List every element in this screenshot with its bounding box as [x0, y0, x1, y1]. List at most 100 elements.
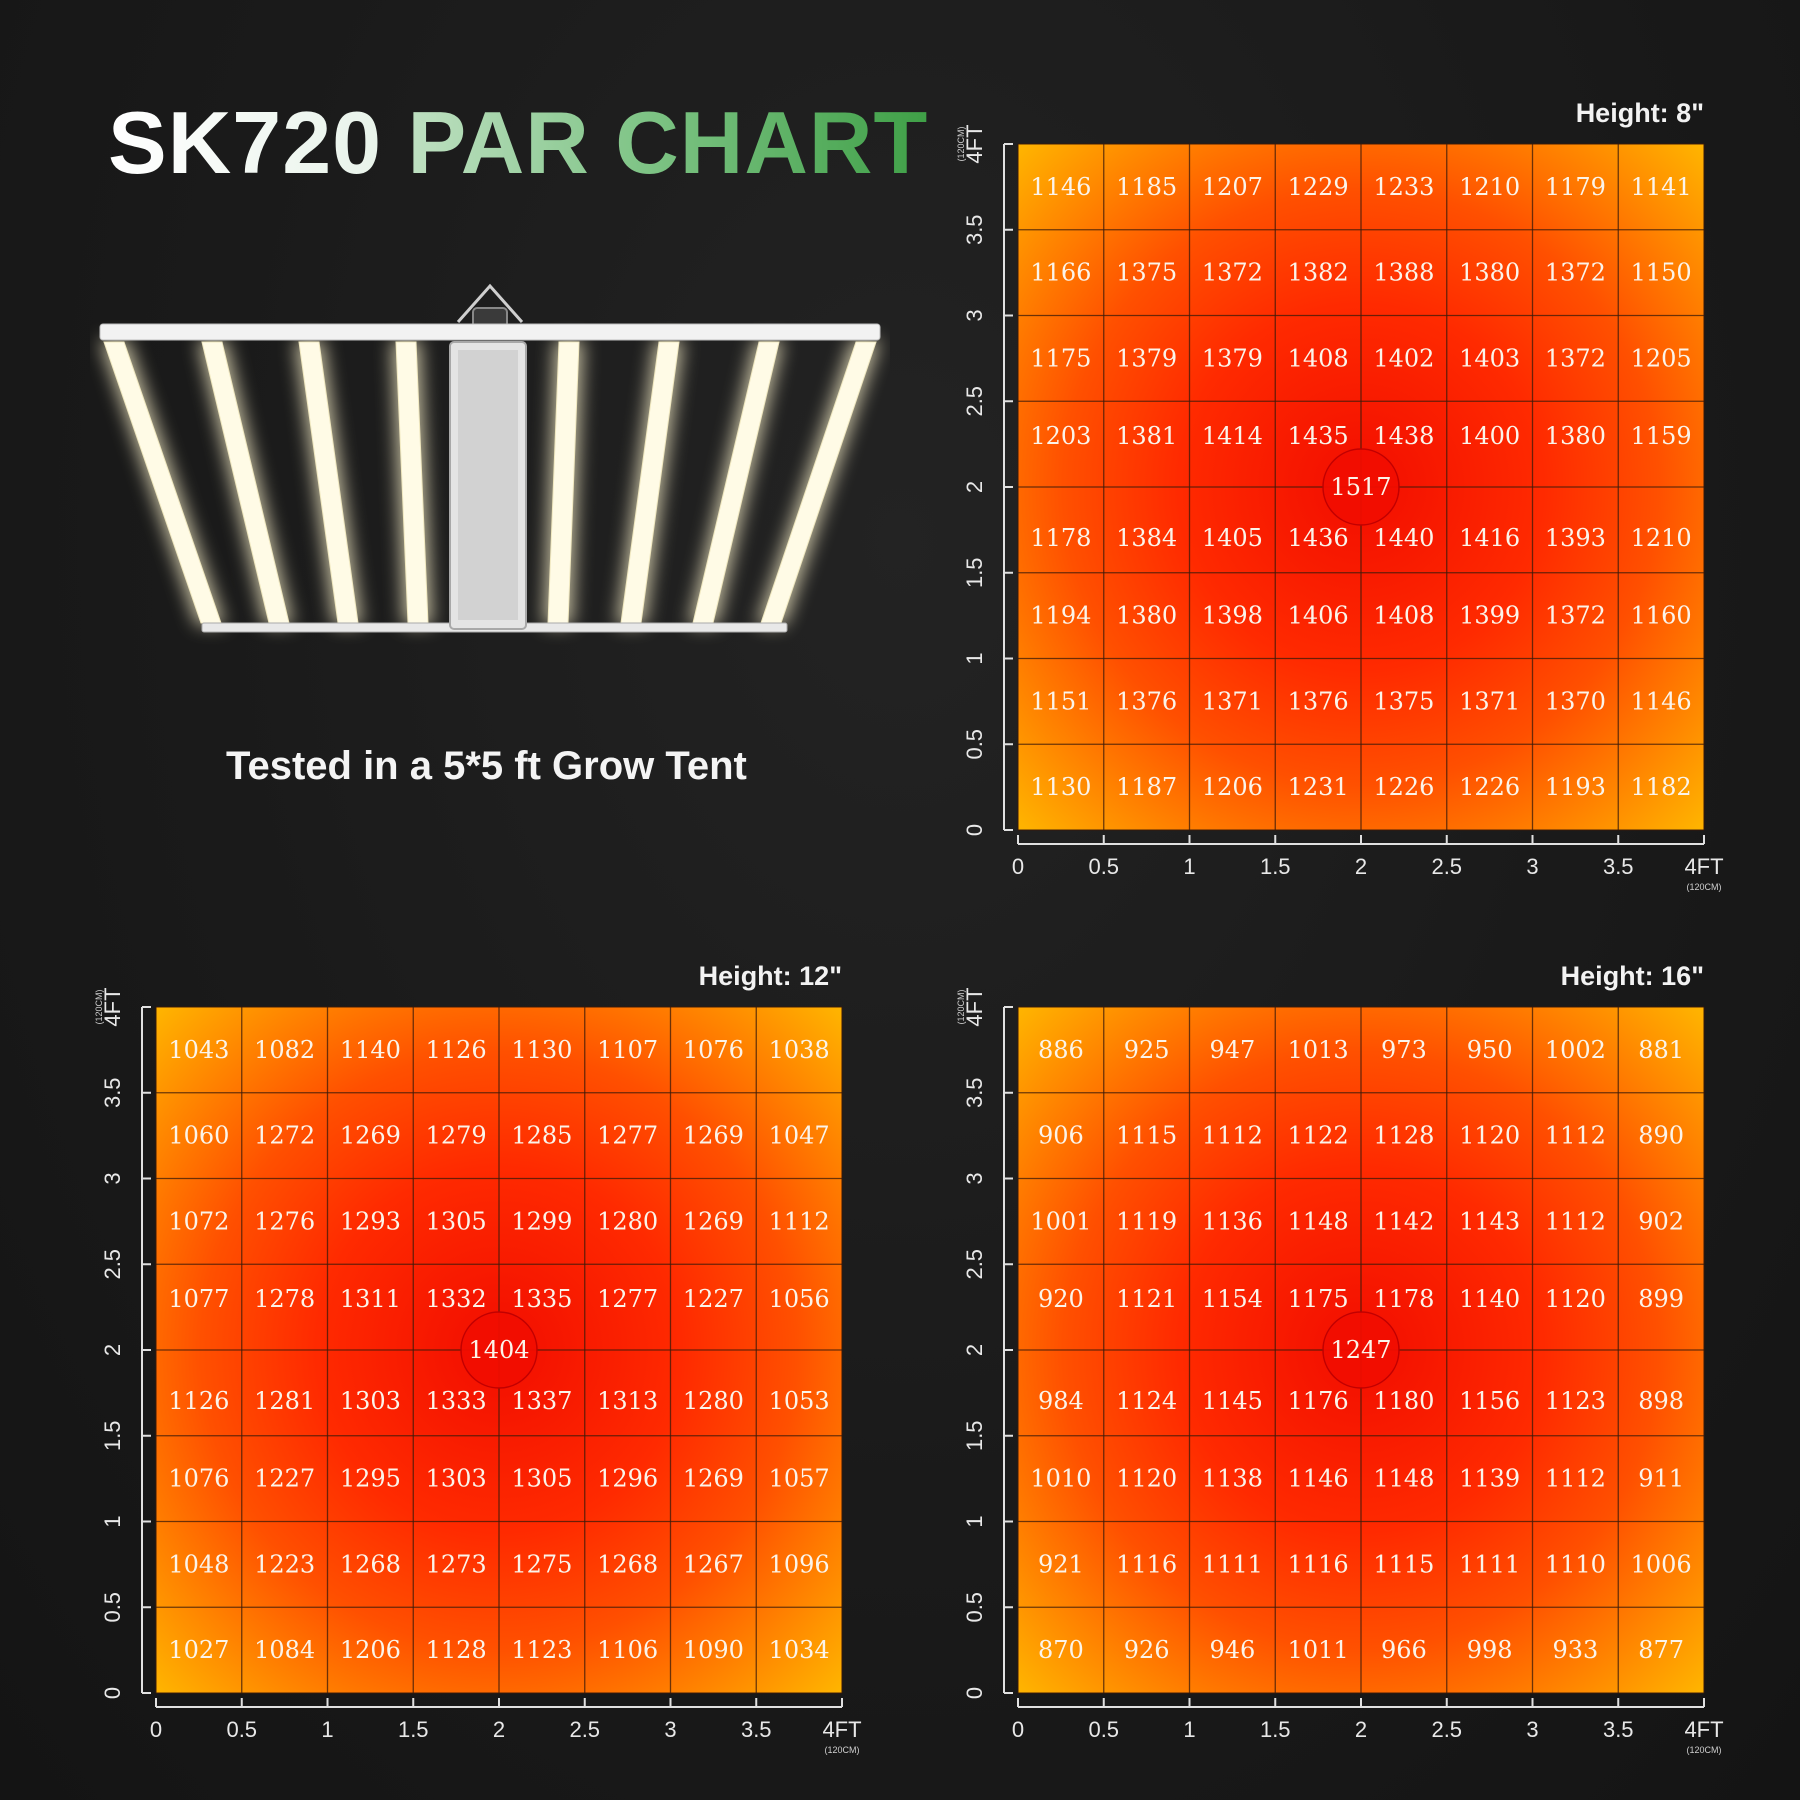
cell-value: 1143 [1459, 1207, 1520, 1235]
cell-value: 1180 [1373, 1387, 1434, 1415]
cell-value: 1299 [511, 1207, 572, 1235]
x-tick-label: 0.5 [1088, 1717, 1119, 1742]
cell-value: 1154 [1202, 1285, 1263, 1313]
cell-value: 1279 [426, 1122, 487, 1150]
cell-value: 1226 [1459, 773, 1520, 801]
y-tick-label: 1.5 [962, 557, 987, 588]
x-tick-label: 0 [1012, 1717, 1024, 1742]
cell-value: 947 [1209, 1036, 1255, 1064]
y-tick-label: 0 [962, 824, 987, 836]
cell-value: 1269 [683, 1465, 744, 1493]
cell-value: 1403 [1459, 344, 1520, 372]
cell-value: 1121 [1116, 1285, 1177, 1313]
cell-value: 1210 [1631, 524, 1692, 552]
cell-value: 1027 [168, 1636, 229, 1664]
cell-value: 1141 [1631, 173, 1692, 201]
x-tick-label: 2 [1355, 854, 1367, 879]
cell-value: 1116 [1116, 1550, 1177, 1578]
cell-value: 1227 [254, 1465, 315, 1493]
cell-value: 1207 [1202, 173, 1263, 201]
cell-value: 1090 [683, 1636, 744, 1664]
cell-value: 1380 [1545, 422, 1606, 450]
y-tick-label: 2.5 [962, 1249, 987, 1280]
cell-value: 1160 [1631, 602, 1692, 630]
cell-value: 1371 [1202, 687, 1263, 715]
cell-value: 1372 [1202, 259, 1263, 287]
cell-value: 1128 [426, 1636, 487, 1664]
par-heatmap-height-8: 1146 1185 1207 1229 1233 1210 1179 1141 1166 1375… [930, 88, 1730, 892]
cell-value: 1111 [1459, 1550, 1520, 1578]
y-axis-unit: (120CM) [94, 989, 104, 1024]
center-peak-value: 1247 [1330, 1336, 1391, 1364]
cell-value: 1176 [1288, 1387, 1349, 1415]
x-tick-label: 4FT [1684, 854, 1723, 879]
center-peak-marker [1322, 448, 1400, 526]
par-heatmap-height-16: 886 925 947 1013 973 950 1002 881 906 1115 1112 112… [930, 951, 1730, 1755]
cell-value: 921 [1038, 1550, 1084, 1578]
x-axis-unit: (120CM) [824, 1745, 859, 1755]
cell-value: 1178 [1030, 524, 1091, 552]
cell-value: 1082 [254, 1036, 315, 1064]
cell-value: 1112 [1545, 1465, 1606, 1493]
cell-value: 1380 [1459, 259, 1520, 287]
cell-value: 1126 [168, 1387, 229, 1415]
x-tick-label: 3.5 [1603, 854, 1634, 879]
cell-value: 1115 [1116, 1122, 1177, 1150]
cell-value: 1408 [1373, 602, 1434, 630]
cell-value: 890 [1638, 1122, 1684, 1150]
cell-value: 1206 [340, 1636, 401, 1664]
cell-value: 1210 [1459, 173, 1520, 201]
cell-value: 1435 [1288, 422, 1349, 450]
cell-value: 1194 [1030, 602, 1091, 630]
cell-value: 1057 [769, 1465, 830, 1493]
cell-value: 1107 [597, 1036, 658, 1064]
cell-value: 1096 [769, 1550, 830, 1578]
title-model: SK720 [108, 93, 383, 192]
cell-value: 1115 [1373, 1550, 1434, 1578]
y-tick-label: 3.5 [962, 214, 987, 245]
cell-value: 1384 [1116, 524, 1177, 552]
cell-value: 1382 [1288, 259, 1349, 287]
cell-value: 1337 [511, 1387, 572, 1415]
cell-value: 1226 [1373, 773, 1434, 801]
cell-value: 1193 [1545, 773, 1606, 801]
cell-value: 1295 [340, 1465, 401, 1493]
y-tick-label: 1 [962, 652, 987, 664]
cell-value: 1381 [1116, 422, 1177, 450]
cell-value: 950 [1467, 1036, 1513, 1064]
cell-value: 1112 [1202, 1122, 1263, 1150]
y-tick-label: 4FT [962, 124, 987, 163]
y-tick-label: 1 [962, 1515, 987, 1527]
cell-value: 1414 [1202, 422, 1263, 450]
cell-value: 1076 [168, 1465, 229, 1493]
y-tick-label: 3.5 [962, 1077, 987, 1108]
x-tick-label: 2 [493, 1717, 505, 1742]
x-tick-label: 2 [1355, 1717, 1367, 1742]
cell-value: 911 [1638, 1465, 1684, 1493]
cell-value: 966 [1381, 1636, 1427, 1664]
cell-value: 1376 [1116, 687, 1177, 715]
cell-value: 1084 [254, 1636, 315, 1664]
cell-value: 870 [1038, 1636, 1084, 1664]
cell-value: 1038 [769, 1036, 830, 1064]
cell-value: 1140 [1459, 1285, 1520, 1313]
cell-value: 1438 [1373, 422, 1434, 450]
chart-height-title: Height: 16" [1561, 961, 1704, 991]
y-tick-label: 1.5 [100, 1420, 125, 1451]
cell-value: 1120 [1459, 1122, 1520, 1150]
x-tick-label: 1 [1183, 854, 1195, 879]
cell-value: 1380 [1116, 602, 1177, 630]
cell-value: 920 [1038, 1285, 1084, 1313]
cell-value: 1268 [340, 1550, 401, 1578]
cell-value: 1136 [1202, 1207, 1263, 1235]
y-tick-label: 2.5 [100, 1249, 125, 1280]
cell-value: 886 [1038, 1036, 1084, 1064]
x-tick-label: 3 [664, 1717, 676, 1742]
cell-value: 1047 [769, 1122, 830, 1150]
x-tick-label: 1 [1183, 1717, 1195, 1742]
cell-value: 1285 [511, 1122, 572, 1150]
cell-value: 1053 [769, 1387, 830, 1415]
cell-value: 1223 [254, 1550, 315, 1578]
